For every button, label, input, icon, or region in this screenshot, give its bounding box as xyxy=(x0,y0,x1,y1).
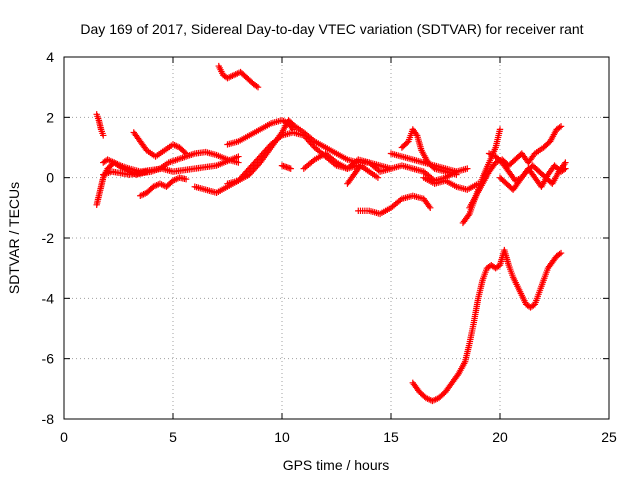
data-point xyxy=(425,203,433,210)
data-point xyxy=(235,153,242,160)
data-point xyxy=(287,165,294,172)
series-trace-13 xyxy=(344,162,382,187)
series-trace-19 xyxy=(466,123,565,212)
y-tick-label: 0 xyxy=(46,170,54,186)
y-tick-label: -8 xyxy=(42,411,55,427)
x-tick-label: 10 xyxy=(274,429,290,445)
data-point xyxy=(181,149,188,156)
data-points xyxy=(93,62,569,405)
series-trace-7 xyxy=(215,62,262,91)
x-tick-label: 25 xyxy=(601,429,617,445)
series-trace-14 xyxy=(355,192,434,218)
data-point xyxy=(288,124,296,132)
series-trace-4 xyxy=(130,129,190,160)
x-tick-label: 5 xyxy=(169,429,177,445)
data-point xyxy=(454,372,461,379)
data-point xyxy=(557,249,565,257)
x-tick-label: 15 xyxy=(383,429,399,445)
series-trace-16 xyxy=(387,150,460,175)
data-point xyxy=(412,130,420,138)
data-point xyxy=(253,82,260,90)
data-point xyxy=(289,126,297,133)
y-tick-label: -2 xyxy=(42,230,55,246)
data-point xyxy=(182,175,190,183)
grid xyxy=(64,57,609,419)
data-point xyxy=(100,132,107,139)
series-trace-22 xyxy=(409,246,565,405)
series-trace-10 xyxy=(224,117,297,148)
axis-ticks: 0 5 10 15 20 25 -8 -6 -4 -2 0 2 4 xyxy=(42,49,617,445)
data-point xyxy=(182,150,190,157)
data-point xyxy=(556,124,563,131)
data-point xyxy=(427,204,434,212)
series-trace-21 xyxy=(496,159,569,193)
series-trace-11 xyxy=(278,162,294,172)
series-trace-2 xyxy=(93,111,107,139)
series-trace-12 xyxy=(300,150,471,184)
y-tick-label: 2 xyxy=(46,109,54,125)
y-tick-label: -6 xyxy=(42,351,55,367)
series-trace-9 xyxy=(224,117,395,187)
data-point xyxy=(464,165,471,172)
series-trace-6 xyxy=(100,168,151,178)
data-point xyxy=(561,160,568,168)
data-point xyxy=(453,168,460,175)
data-point xyxy=(562,159,569,166)
y-tick-label: -4 xyxy=(42,290,55,306)
y-axis-label: SDTVAR / TECUs xyxy=(6,182,22,294)
y-tick-label: 4 xyxy=(46,49,54,65)
data-point xyxy=(310,142,317,150)
data-point xyxy=(235,159,242,166)
x-tick-label: 0 xyxy=(60,429,68,445)
series-trace-5 xyxy=(137,174,190,199)
data-point xyxy=(556,250,563,258)
chart-title: Day 169 of 2017, Sidereal Day-to-day VTE… xyxy=(80,21,583,37)
data-point xyxy=(557,123,565,130)
series-trace-18 xyxy=(459,126,504,227)
data-point xyxy=(374,174,382,181)
x-axis-label: GPS time / hours xyxy=(283,457,390,473)
x-tick-label: 20 xyxy=(492,429,508,445)
data-point xyxy=(403,139,411,146)
data-point xyxy=(143,168,151,175)
data-point xyxy=(496,126,504,133)
series-trace-17 xyxy=(420,174,482,193)
data-point xyxy=(465,212,472,219)
data-point xyxy=(254,83,262,91)
